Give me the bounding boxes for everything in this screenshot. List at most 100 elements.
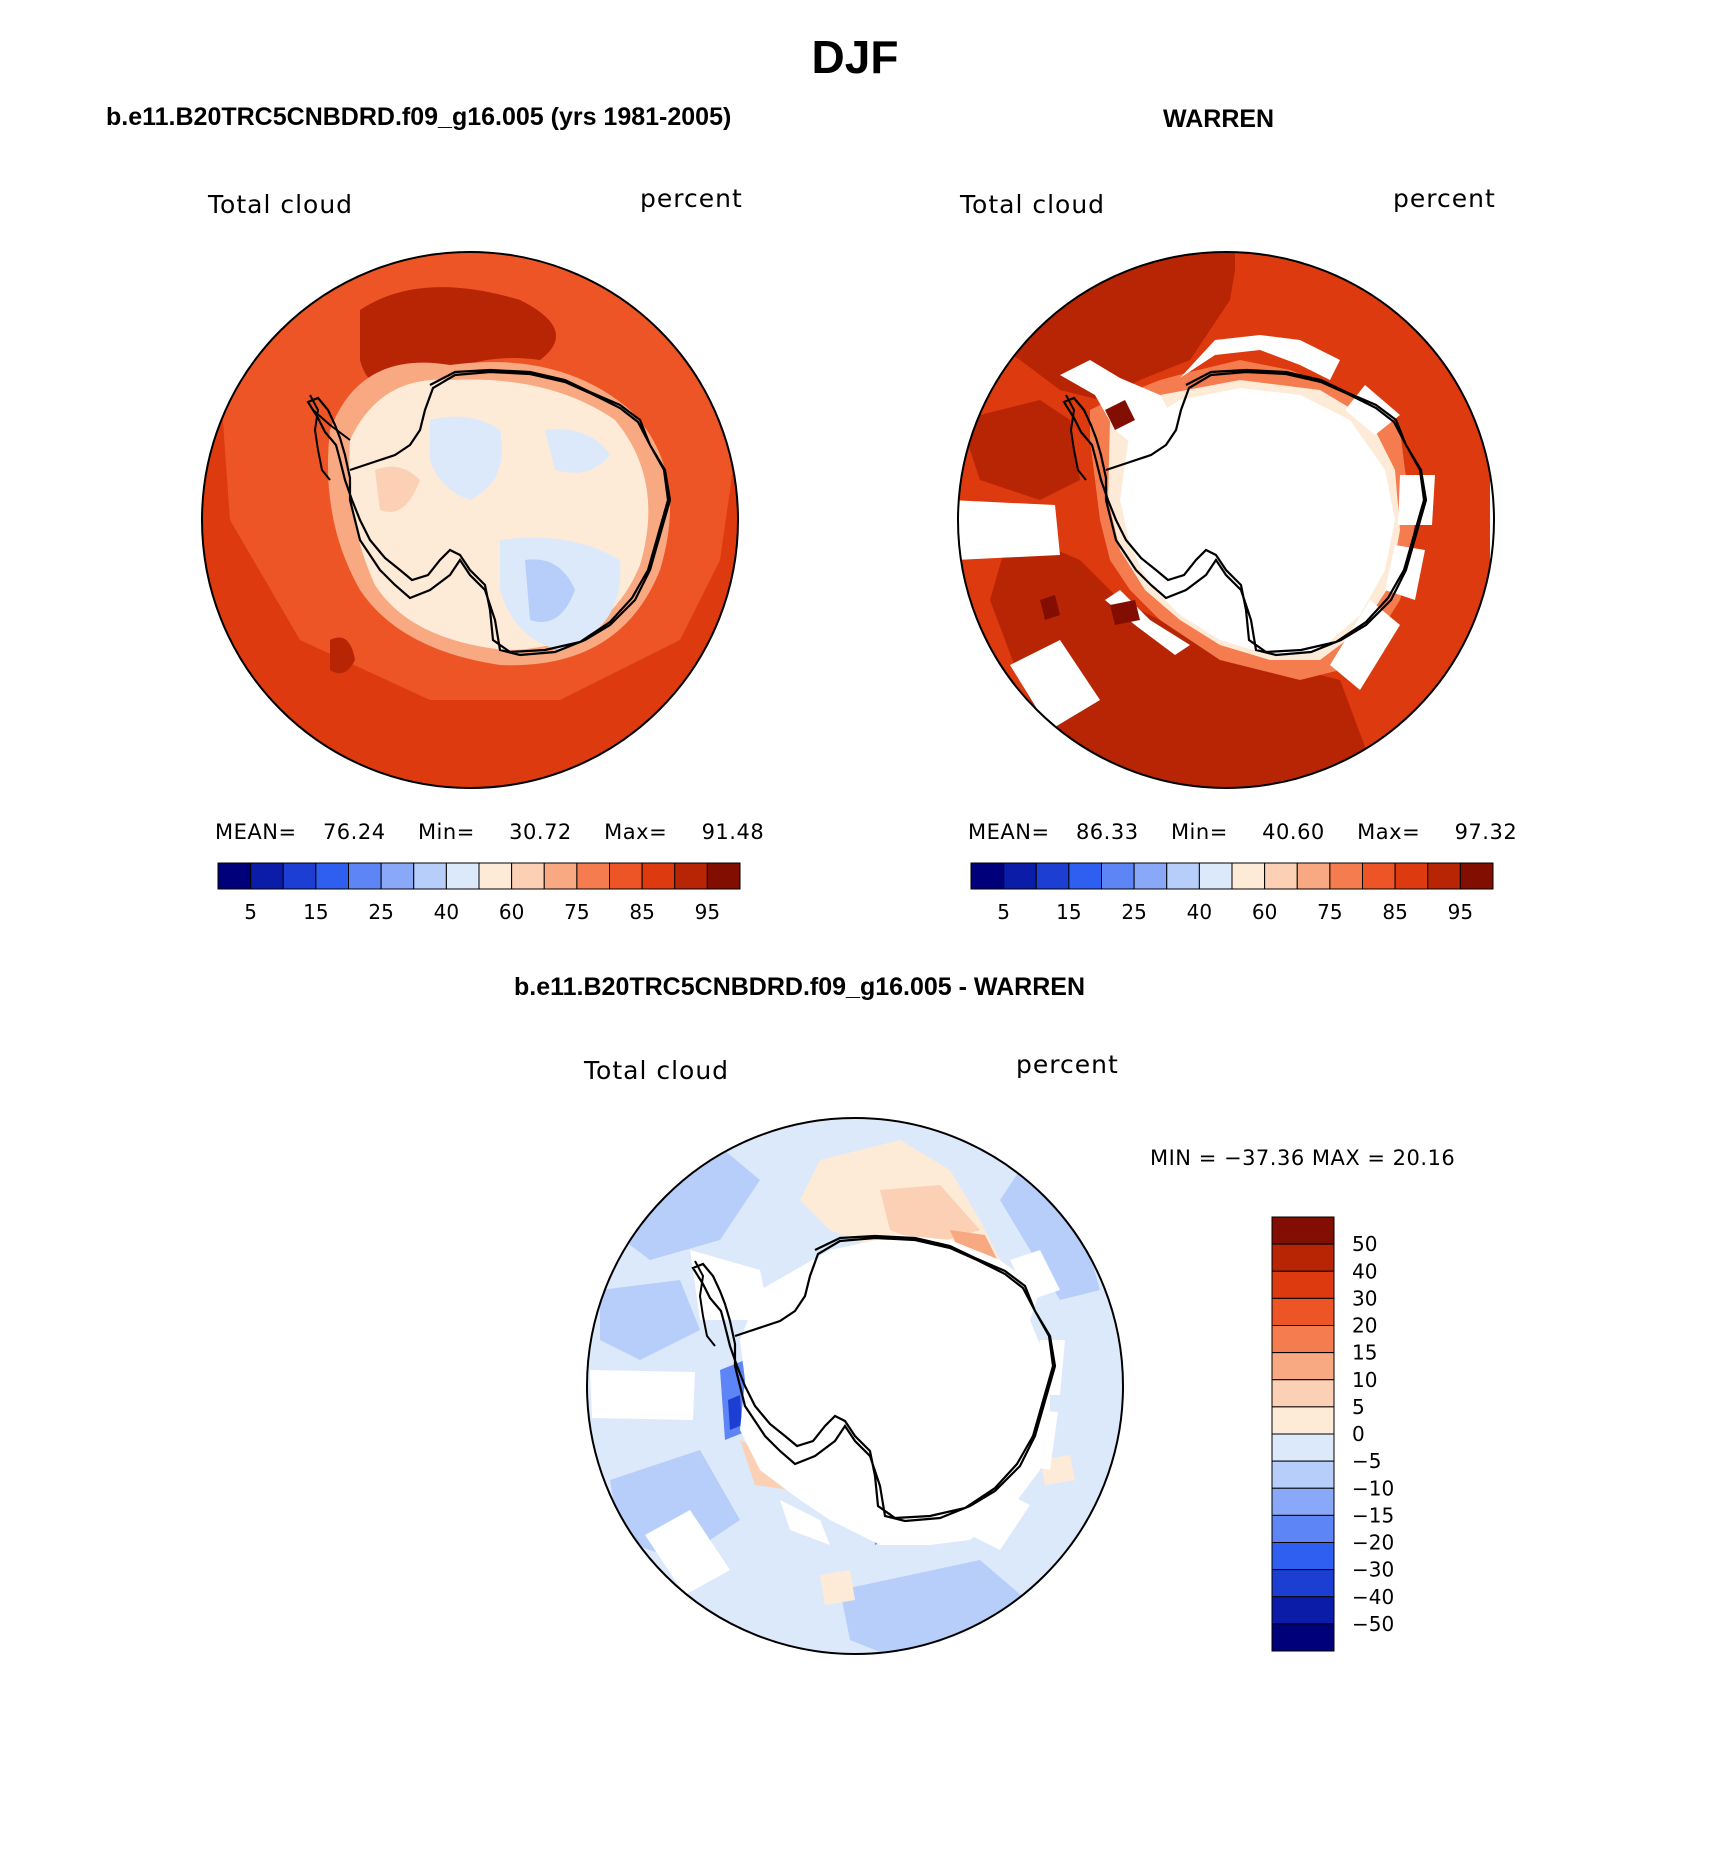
panel3-no-data-e [970, 1490, 1030, 1550]
panel2-min-label: Min= [1170, 820, 1228, 844]
panel3-title: b.e11.B20TRC5CNBDRD.f09_g16.005 - WARREN [514, 973, 1086, 1001]
panel1-max-label: Max= [604, 820, 668, 844]
panel1-colorbar-swatch-15 [706, 862, 741, 890]
panel3-colorbar-swatch-15 [1271, 1623, 1335, 1652]
panel1-colorbar-swatch-10 [543, 862, 578, 890]
panel3-map [587, 1118, 1123, 1654]
panel1-colorbar-swatch-14 [674, 862, 708, 890]
panel3-no-data-sw [645, 1510, 730, 1595]
panel2-variable-label: Total cloud [960, 190, 1106, 219]
panel3-neg-ne [1000, 1170, 1100, 1300]
panel3-peninsula-line [694, 1260, 716, 1347]
panel1-colorbar-swatch-7 [445, 862, 480, 890]
panel3-colorbar-swatch-12 [1271, 1542, 1335, 1571]
figure-title: DJF [811, 31, 899, 83]
panel2-colorbar-swatch-10 [1296, 862, 1331, 890]
panel3-colorbar-tick-label: −20 [1352, 1531, 1394, 1555]
panel3-map-border [586, 1117, 1124, 1655]
panel3-colorbar-swatch-9 [1271, 1460, 1335, 1489]
panel3-units-label: percent [1016, 1050, 1119, 1079]
panel2-colorbar-swatch-15 [1459, 862, 1494, 890]
panel2-colorbar-swatch-6 [1166, 862, 1200, 890]
panel2-map [958, 252, 1490, 788]
panel1-low-cloud-b [545, 429, 610, 473]
panel1-colorbar-tick-label: 5 [244, 900, 257, 924]
panel3-no-data-a [690, 1250, 770, 1320]
panel3-colorbar-swatch-8 [1271, 1433, 1335, 1462]
panel1-low-cloud-a [430, 416, 502, 500]
panel1-colorbar-swatch-5 [380, 862, 415, 890]
panel2-colorbar-swatch-9 [1264, 862, 1298, 890]
panel1-units-label: percent [640, 184, 743, 213]
panel1-colorbar-tick-label: 75 [564, 900, 589, 924]
panel2-max-patch [1110, 600, 1140, 625]
panel2-dark-w [960, 400, 1080, 500]
panel3-colorbar-swatch-6 [1271, 1379, 1335, 1408]
panel3-colorbar-swatch-14 [1271, 1596, 1335, 1625]
panel2-colorbar-tick-label: 60 [1252, 900, 1277, 924]
panel3-colorbar-tick-label: 30 [1352, 1286, 1377, 1310]
panel2-dark-s [990, 530, 1370, 788]
panel1-variable-label: Total cloud [208, 190, 354, 219]
panel2-colorbar-tick-label: 75 [1317, 900, 1342, 924]
panel2-colorbar-swatch-7 [1198, 862, 1233, 890]
panel3-colorbar-swatch-0 [1271, 1216, 1335, 1245]
panel1-colorbar-swatch-8 [478, 862, 513, 890]
panel3-neg-sw [610, 1450, 740, 1560]
panel3-colorbar-swatch-4 [1271, 1325, 1335, 1354]
panel3-no-data-west [590, 1370, 695, 1420]
panel3-colorbar-tick-label: 5 [1352, 1395, 1365, 1419]
panel2-colorbar-tick-label: 40 [1187, 900, 1212, 924]
panel2-no-data-west [958, 500, 1060, 560]
panel1-colorbar-swatch-1 [250, 862, 284, 890]
panel2-no-data-wedge-b [1180, 335, 1340, 380]
panel1-mid-patch [375, 466, 420, 512]
panel2-max-patch-c [1105, 400, 1135, 430]
panel2-units-label: percent [1393, 184, 1496, 213]
panel2-max-value: 97.32 [1454, 820, 1518, 844]
panel3-colorbar-swatch-2 [1271, 1270, 1335, 1299]
panel3-no-data-c [1035, 1340, 1065, 1395]
panel3-colorbar-swatch-5 [1271, 1352, 1335, 1381]
panel2-colorbar-swatch-13 [1394, 862, 1429, 890]
panel3-neg-s [840, 1560, 1050, 1654]
panel3-antarctica-coastline [691, 1234, 1057, 1523]
panel1-title: b.e11.B20TRC5CNBDRD.f09_g16.005 (yrs 198… [106, 103, 732, 131]
panel3-colorbar-swatch-13 [1271, 1569, 1335, 1598]
panel2-min-value: 40.60 [1262, 820, 1325, 844]
panel2-colorbar-swatch-3 [1068, 862, 1102, 890]
panel1-colorbar-swatch-4 [348, 862, 382, 890]
panel1-min-label: Min= [417, 820, 475, 844]
panel1-colorbar-swatch-0 [217, 862, 252, 890]
panel1-dark-patch-small [330, 637, 355, 674]
panel3-no-data-d [1025, 1410, 1058, 1470]
panel2-peninsula-line [1065, 394, 1087, 481]
panel1-min-value: 30.72 [509, 820, 572, 844]
panel2-colorbar-tick-label: 5 [997, 900, 1010, 924]
panel1-colorbar-swatch-2 [282, 862, 317, 890]
panel1-max-value: 91.48 [701, 820, 765, 844]
panel2-colorbar-tick-label: 15 [1056, 900, 1081, 924]
panel3-colorbar-swatch-11 [1271, 1514, 1335, 1543]
panel1-mean-label: MEAN= [215, 820, 297, 844]
panel1-colorbar-swatch-6 [413, 862, 447, 890]
panel1-colorbar-tick-label: 25 [368, 900, 393, 924]
panel1-colorbar-swatch-13 [641, 862, 676, 890]
panel3-colorbar-tick-label: 0 [1352, 1422, 1365, 1446]
panel2-colorbar-swatch-4 [1101, 862, 1135, 890]
panel2-colorbar-swatch-1 [1003, 862, 1037, 890]
panel2-colorbar-tick-label: 25 [1121, 900, 1146, 924]
panel3-colorbar-tick-label: −10 [1352, 1476, 1394, 1500]
panel1-colorbar-tick-label: 85 [629, 900, 654, 924]
panel2-stats: MEAN= 86.33 Min= 40.60 Max= 97.32 [968, 820, 1517, 844]
panel3-colorbar-tick-label: −5 [1352, 1449, 1381, 1473]
panel1-colorbar: 5 15 25 40 60 75 85 95 [217, 862, 741, 924]
panel1-low-cloud-core [525, 559, 575, 622]
panel3-colorbar-swatch-1 [1271, 1243, 1335, 1272]
panel2-colorbar: 5 15 25 40 60 75 85 95 [970, 862, 1494, 924]
panel3-colorbar-tick-label: −15 [1352, 1503, 1394, 1527]
panel1-map [202, 252, 738, 788]
panel1-antarctica-coastline [306, 368, 672, 657]
